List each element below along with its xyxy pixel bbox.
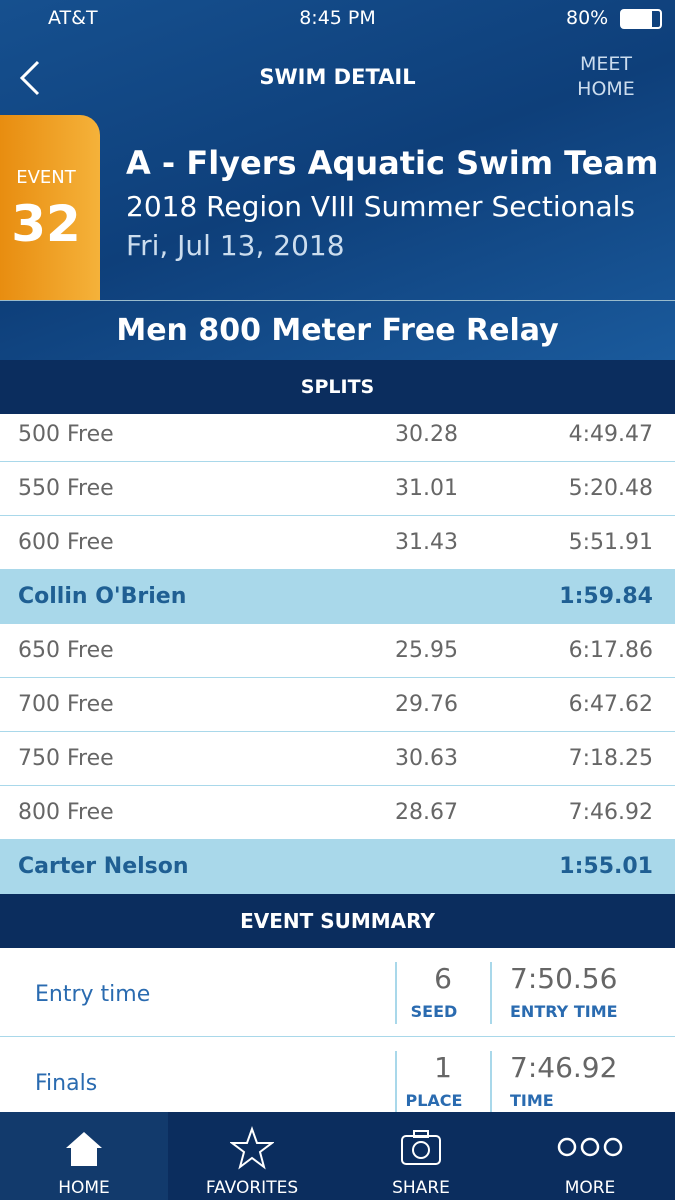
split-row: 500 Free 30.28 4:49.47 xyxy=(0,415,675,462)
summary-title: EVENT SUMMARY xyxy=(0,894,675,948)
header-area: AT&T 8:45 PM 80% SWIM DETAIL MEET HOME E… xyxy=(0,0,675,361)
rank: 6 xyxy=(434,962,452,995)
back-button[interactable] xyxy=(18,60,42,96)
tab-bar: HOME FAVORITES SHARE MORE xyxy=(0,1112,675,1200)
summary-row: Entry time 6 SEED 7:50.56 ENTRY TIME xyxy=(0,948,675,1037)
meet-home[interactable]: MEET HOME xyxy=(577,53,635,100)
swimmer-name: Collin O'Brien xyxy=(18,584,187,609)
cumulative-time: 4:49.47 xyxy=(568,422,653,447)
time-label: ENTRY TIME xyxy=(510,1002,618,1021)
divider xyxy=(490,962,492,1024)
summary-list: Entry time 6 SEED 7:50.56 ENTRY TIME Finals 1 P… xyxy=(0,948,675,1112)
swimmer-time: 1:59.84 xyxy=(559,584,653,609)
cumulative-time: 5:20.48 xyxy=(568,476,653,501)
battery: 80% xyxy=(566,7,609,29)
split-label: 750 Free xyxy=(18,746,114,771)
split-label: 550 Free xyxy=(18,476,114,501)
split-time: 29.76 xyxy=(395,692,458,717)
carrier: AT&T xyxy=(48,7,98,29)
swimmer-time: 1:55.01 xyxy=(559,854,653,879)
divider xyxy=(395,1051,397,1112)
split-label: 800 Free xyxy=(18,800,114,825)
team: A - Flyers Aquatic Swim Team xyxy=(126,144,659,182)
divider xyxy=(490,1051,492,1112)
summary-row: Finals 1 PLACE 7:46.92 TIME xyxy=(0,1037,675,1112)
time-label: TIME xyxy=(510,1091,554,1110)
battery-icon xyxy=(620,9,662,29)
swimmer-name: Carter Nelson xyxy=(18,854,189,879)
time: 7:46.92 xyxy=(510,1051,618,1084)
rank: 1 xyxy=(434,1051,452,1084)
split-row: 650 Free 25.95 6:17.86 xyxy=(0,624,675,678)
split-row: 700 Free 29.76 6:47.62 xyxy=(0,678,675,732)
date: Fri, Jul 13, 2018 xyxy=(126,229,345,262)
split-time: 25.95 xyxy=(395,638,458,663)
splits-list: 500 Free 30.28 4:49.47 550 Free 31.01 5:20.48… xyxy=(0,415,675,894)
split-label: 650 Free xyxy=(18,638,114,663)
summary-label: Entry time xyxy=(35,982,151,1007)
split-row: 550 Free 31.01 5:20.48 xyxy=(0,462,675,516)
split-time: 30.63 xyxy=(395,746,458,771)
time: 7:50.56 xyxy=(510,962,618,995)
event-badge: EVENT 32 xyxy=(0,115,100,300)
swimmer-row: Collin O'Brien 1:59.84 xyxy=(0,570,675,624)
tab[interactable]: HOME xyxy=(0,1112,168,1200)
tab[interactable]: MORE xyxy=(506,1112,674,1200)
split-label: 600 Free xyxy=(18,530,114,555)
splits-title: SPLITS xyxy=(0,360,675,414)
split-row: 600 Free 31.43 5:51.91 xyxy=(0,516,675,570)
split-time: 30.28 xyxy=(395,422,458,447)
tab[interactable]: SHARE xyxy=(337,1112,505,1200)
tab-label: SHARE xyxy=(392,1178,450,1198)
event-label: EVENT xyxy=(16,167,76,188)
tab[interactable]: FAVORITES xyxy=(168,1112,336,1200)
swimmer-row: Carter Nelson 1:55.01 xyxy=(0,840,675,894)
split-row: 800 Free 28.67 7:46.92 xyxy=(0,786,675,840)
rank-label: PLACE xyxy=(405,1091,463,1110)
meet: 2018 Region VIII Summer Sectionals xyxy=(126,190,636,223)
cumulative-time: 6:17.86 xyxy=(568,638,653,663)
tab-label: FAVORITES xyxy=(205,1178,299,1198)
event-number: 32 xyxy=(11,195,81,253)
cumulative-time: 7:18.25 xyxy=(568,746,653,771)
split-label: 500 Free xyxy=(18,422,114,447)
split-time: 28.67 xyxy=(395,800,458,825)
split-time: 31.01 xyxy=(395,476,458,501)
split-time: 31.43 xyxy=(395,530,458,555)
tab-label: MORE xyxy=(564,1178,616,1198)
cumulative-time: 6:47.62 xyxy=(568,692,653,717)
cumulative-time: 7:46.92 xyxy=(568,800,653,825)
summary-label: Finals xyxy=(35,1071,98,1096)
divider xyxy=(395,962,397,1024)
split-label: 700 Free xyxy=(18,692,114,717)
event-name: Men 800 Meter Free Relay xyxy=(0,300,675,361)
split-row: 750 Free 30.63 7:18.25 xyxy=(0,732,675,786)
tab-label: HOME xyxy=(58,1178,110,1198)
rank-label: SEED xyxy=(410,1002,458,1021)
nav-title: SWIM DETAIL xyxy=(259,65,416,89)
clock: 8:45 PM xyxy=(299,7,376,29)
cumulative-time: 5:51.91 xyxy=(568,530,653,555)
